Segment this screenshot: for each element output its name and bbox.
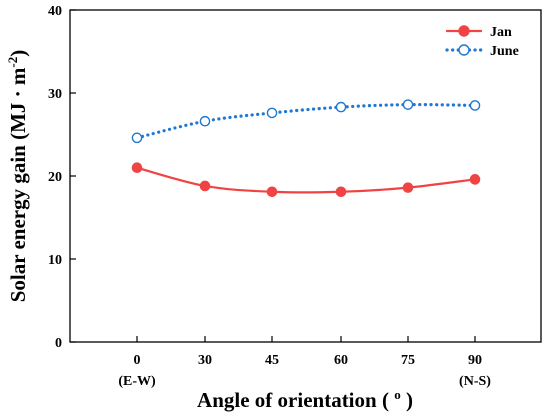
x-axis: 0 (E-W) 30 45 60 75 90 (N-S) [118, 336, 491, 389]
y-tick-label: 40 [48, 4, 62, 19]
legend: Jan June [445, 25, 519, 59]
series-layer [131, 99, 481, 198]
series-line-june [135, 102, 477, 140]
x-tick-label: 0 [134, 353, 141, 368]
legend-marker-jan [458, 25, 470, 37]
x-tick-label: 30 [198, 353, 212, 368]
data-point-jan [469, 174, 481, 185]
y-tick-label: 10 [48, 253, 62, 268]
legend-label-june: June [490, 44, 519, 59]
data-point-jan [131, 162, 143, 173]
x-tick-sublabel: (E-W) [118, 374, 156, 389]
data-point-jan [199, 180, 211, 192]
legend-label-jan: Jan [490, 25, 512, 40]
y-axis-title: Solar energy gain (MJ · m-2) [5, 50, 30, 303]
x-tick-label: 75 [401, 353, 415, 368]
data-point-june [131, 132, 143, 144]
data-point-jan [266, 186, 278, 198]
data-point-june [335, 101, 347, 113]
y-tick-label: 30 [48, 87, 62, 102]
data-point-jan [402, 182, 414, 193]
data-point-june [199, 115, 211, 127]
plot-frame [69, 9, 542, 343]
y-axis: 0 10 20 30 40 [48, 4, 76, 351]
y-tick-label: 0 [55, 336, 62, 351]
x-tick-label: 45 [265, 353, 279, 368]
legend-marker-june [458, 44, 470, 56]
data-point-june [266, 107, 278, 119]
x-tick-sublabel: (N-S) [459, 374, 491, 389]
x-axis-title: Angle of orientation ( o ) [197, 387, 413, 412]
series-line-jan [135, 166, 477, 194]
data-point-june [469, 100, 481, 111]
data-point-june [402, 99, 414, 110]
x-tick-label: 90 [468, 353, 482, 368]
y-tick-label: 20 [48, 170, 62, 185]
data-point-jan [335, 186, 347, 198]
x-tick-label: 60 [334, 353, 348, 368]
